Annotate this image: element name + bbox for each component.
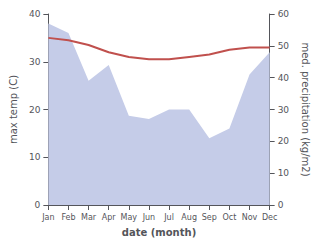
svg-text:max temp (C): max temp (C) <box>8 75 19 144</box>
svg-text:0: 0 <box>278 200 284 210</box>
svg-text:Jun: Jun <box>142 213 156 222</box>
svg-text:0: 0 <box>35 200 41 210</box>
svg-text:50: 50 <box>278 41 290 51</box>
svg-text:10: 10 <box>29 152 41 162</box>
svg-text:Oct: Oct <box>222 213 236 222</box>
svg-text:Sep: Sep <box>202 213 217 222</box>
svg-text:40: 40 <box>278 73 290 83</box>
svg-text:40: 40 <box>29 9 41 19</box>
svg-text:20: 20 <box>278 136 290 146</box>
svg-text:Nov: Nov <box>242 213 258 222</box>
svg-text:Jan: Jan <box>41 213 54 222</box>
svg-text:Aug: Aug <box>181 213 197 222</box>
svg-text:Apr: Apr <box>102 213 117 222</box>
svg-text:30: 30 <box>29 57 41 67</box>
svg-text:May: May <box>121 213 138 222</box>
svg-text:med. precipitation (kg/m2): med. precipitation (kg/m2) <box>300 42 311 176</box>
svg-text:Feb: Feb <box>61 213 75 222</box>
svg-text:date (month): date (month) <box>122 227 196 238</box>
svg-text:Jul: Jul <box>163 213 174 222</box>
svg-text:10: 10 <box>278 168 290 178</box>
svg-text:20: 20 <box>29 105 41 115</box>
svg-text:30: 30 <box>278 105 290 115</box>
svg-text:Mar: Mar <box>81 213 97 222</box>
svg-text:60: 60 <box>278 9 290 19</box>
svg-text:Dec: Dec <box>262 213 277 222</box>
